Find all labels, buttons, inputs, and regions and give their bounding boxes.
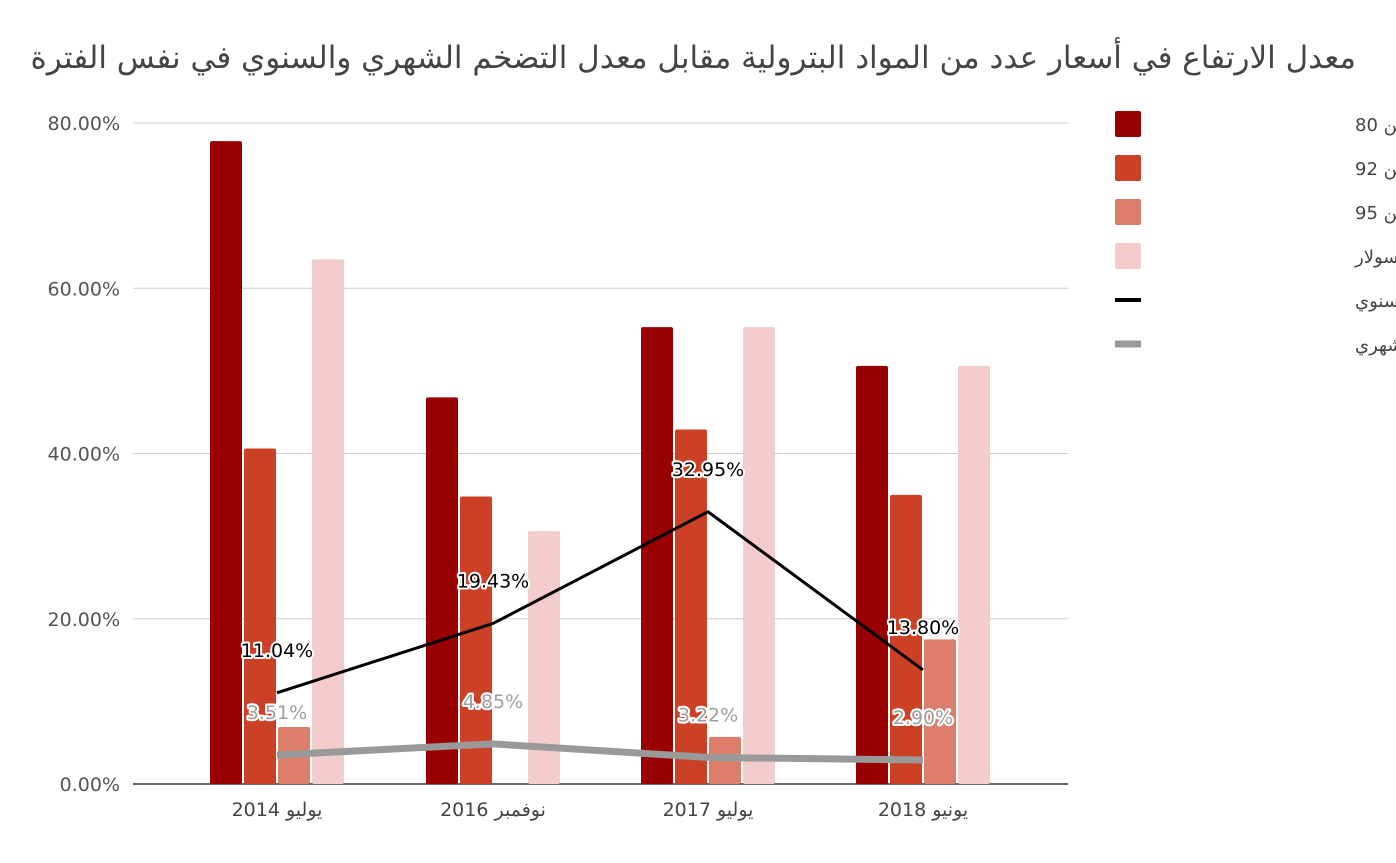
legend-swatch — [1115, 243, 1141, 269]
bar — [743, 327, 775, 784]
legend-label: التغير في التضخم الشهري — [1355, 335, 1396, 356]
legend-swatch — [1115, 111, 1141, 137]
data-label: 3.51% — [247, 702, 307, 724]
data-label: 11.04% — [241, 640, 313, 662]
legend-label: بنزين 92 — [1355, 159, 1396, 180]
bar — [460, 496, 492, 784]
legend-swatch — [1115, 199, 1141, 225]
bar — [958, 365, 990, 784]
x-tick-label: يونيو 2018 — [878, 799, 968, 821]
legend-label: التغير في التضخم السنوي — [1355, 291, 1396, 312]
bar — [210, 141, 242, 785]
bar — [856, 365, 888, 784]
y-tick-label: 80.00% — [48, 113, 120, 135]
bar — [312, 259, 344, 784]
data-label: 13.80% — [887, 617, 959, 639]
legend-swatch — [1115, 155, 1141, 181]
data-label: 4.85% — [463, 691, 523, 713]
y-tick-label: 60.00% — [48, 278, 120, 300]
series-line — [276, 510, 924, 695]
x-tick-label: نوفمبر 2016 — [440, 799, 546, 821]
data-label: 32.95% — [672, 459, 744, 481]
x-tick-label: يوليو 2017 — [663, 799, 754, 821]
series-line — [276, 740, 924, 764]
data-label: 2.90% — [893, 707, 953, 729]
y-tick-label: 40.00% — [48, 444, 120, 466]
bar — [641, 327, 673, 784]
y-tick-label: 0.00% — [60, 774, 120, 796]
bar — [244, 448, 276, 784]
legend-label: بنزين 80 — [1355, 115, 1396, 136]
legend-label: بنزين 95 — [1355, 203, 1396, 224]
bar — [890, 494, 922, 784]
bar — [924, 639, 956, 784]
data-label: 19.43% — [457, 570, 529, 592]
data-label: 3.22% — [678, 704, 738, 726]
y-tick-label: 20.00% — [48, 609, 120, 631]
x-tick-label: يوليو 2014 — [232, 799, 323, 821]
chart-title: معدل الارتفاع في أسعار عدد من المواد الب… — [30, 40, 1357, 76]
bar — [426, 397, 458, 784]
bar — [675, 429, 707, 784]
legend-label: السولار — [1354, 247, 1396, 268]
